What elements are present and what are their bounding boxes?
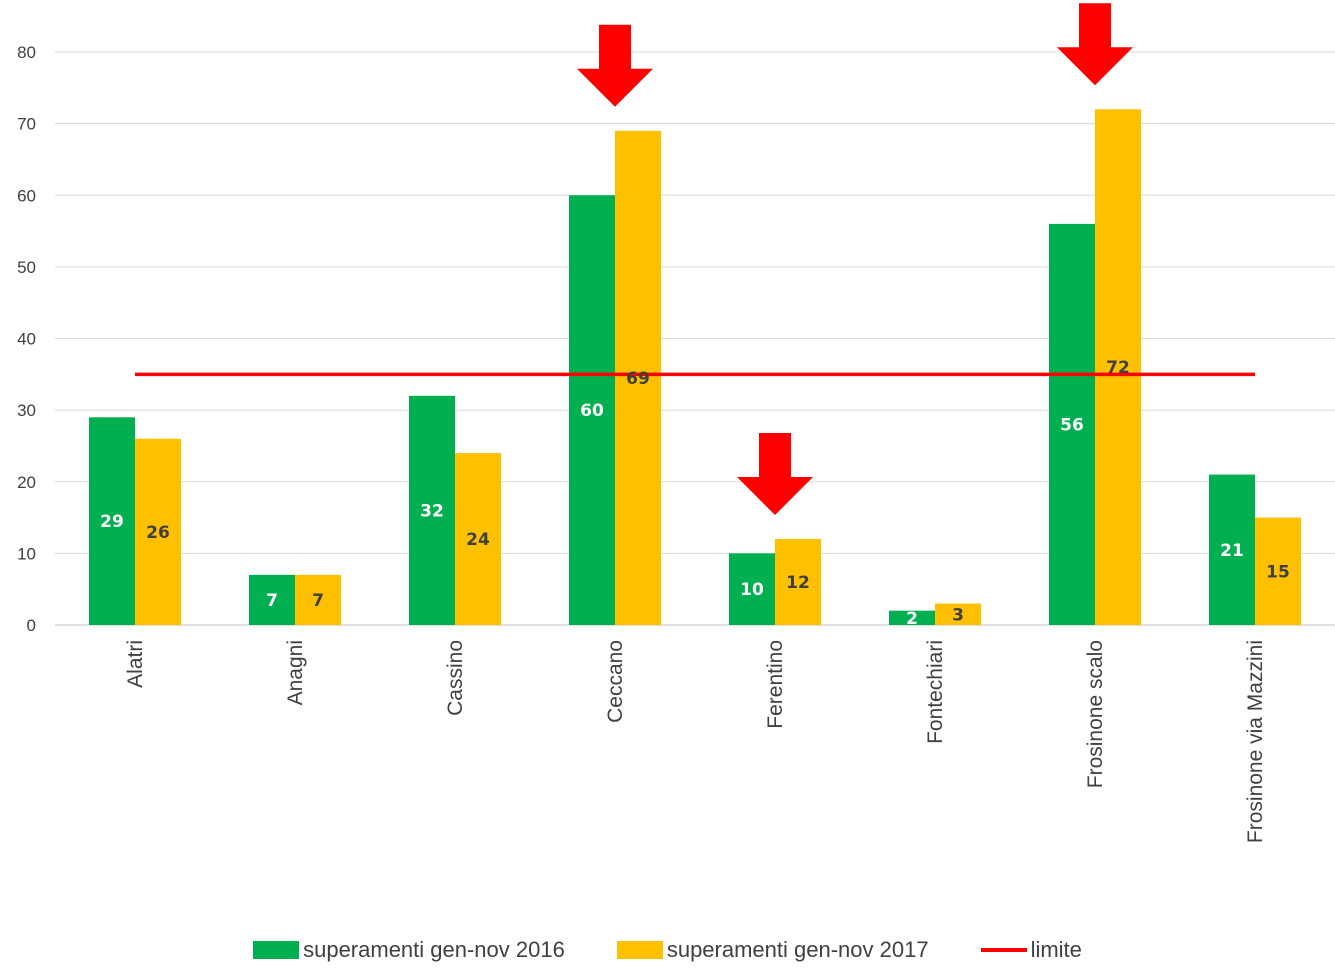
data-label-2016-anagni: 7 — [266, 591, 278, 611]
data-label-2017-alatri: 26 — [146, 523, 170, 543]
bar-2017-fontechiari — [935, 603, 981, 625]
y-tick-label-60: 60 — [17, 186, 36, 205]
category-label-fontechiari: Fontechiari — [924, 640, 947, 744]
data-label-2016-alatri: 29 — [100, 512, 124, 532]
legend: superamenti gen-nov 2016 superamenti gen… — [0, 932, 1335, 968]
bar-2016-alatri — [89, 417, 135, 625]
legend-swatch-2017 — [616, 941, 663, 959]
bar-2016-cassino — [409, 395, 455, 625]
down-arrow-icon-frosinone-scalo — [1057, 3, 1133, 86]
category-label-frosinone-via-mazzini: Frosinone via Mazzini — [1244, 640, 1267, 843]
legend-label-2016: superamenti gen-nov 2016 — [303, 937, 565, 962]
legend-label-limite: limite — [1030, 937, 1082, 962]
data-label-2017-fontechiari: 3 — [952, 605, 964, 625]
bar-2017-frosinone-scalo — [1095, 109, 1141, 626]
legend-label-2017: superamenti gen-nov 2017 — [666, 937, 929, 962]
bar-2017-ferentino — [775, 539, 821, 625]
data-label-2016-ceccano: 60 — [580, 401, 604, 421]
data-label-2016-ferentino: 10 — [740, 580, 764, 600]
data-label-2017-frosinone-scalo: 72 — [1106, 358, 1130, 378]
bar-2016-fontechiari — [889, 610, 935, 625]
category-label-alatri: Alatri — [124, 640, 147, 688]
y-tick-label-40: 40 — [17, 330, 36, 349]
bar-2016-ferentino — [729, 553, 775, 625]
category-label-cassino: Cassino — [444, 640, 467, 716]
data-label-2016-fontechiari: 2 — [906, 609, 918, 629]
category-label-ferentino: Ferentino — [764, 640, 787, 729]
data-label-2017-ceccano: 69 — [626, 369, 650, 389]
y-tick-label-10: 10 — [17, 544, 36, 563]
bar-chart-svg: 0 10 20 30 40 50 60 70 80 29 26 7 7 32 24 60 69 10 12 2 3 56… — [17, 3, 1335, 843]
bar-2017-frosinone-via-mazzini — [1255, 517, 1301, 625]
y-tick-label-80: 80 — [17, 43, 36, 62]
legend-item-limite: limite — [980, 937, 1082, 963]
legend-item-2016: superamenti gen-nov 2016 — [253, 937, 565, 963]
bar-2017-ceccano — [615, 130, 661, 625]
bar-2016-ceccano — [569, 195, 615, 625]
data-label-2017-frosinone-via-mazzini: 15 — [1266, 562, 1290, 582]
category-label-frosinone-scalo: Frosinone scalo — [1084, 640, 1107, 788]
data-label-2017-ferentino: 12 — [786, 573, 810, 593]
category-label-ceccano: Ceccano — [604, 640, 627, 723]
y-tick-label-20: 20 — [17, 473, 36, 492]
y-tick-label-50: 50 — [17, 258, 36, 277]
data-label-2017-cassino: 24 — [466, 530, 490, 550]
y-tick-label-30: 30 — [17, 401, 36, 420]
bar-2017-cassino — [455, 453, 501, 625]
bar-2016-anagni — [249, 574, 295, 625]
bar-2016-frosinone-via-mazzini — [1209, 474, 1255, 625]
down-arrow-icon-ferentino — [737, 433, 813, 516]
legend-swatch-2016 — [253, 941, 300, 959]
y-tick-label-0: 0 — [27, 616, 36, 635]
down-arrow-icon-ceccano — [577, 24, 653, 107]
data-label-2016-cassino: 32 — [420, 501, 444, 521]
legend-item-2017: superamenti gen-nov 2017 — [616, 937, 929, 963]
data-label-2016-frosinone-scalo: 56 — [1060, 415, 1084, 435]
category-label-anagni: Anagni — [284, 640, 307, 705]
bar-2016-frosinone-scalo — [1049, 223, 1095, 625]
data-label-2016-frosinone-via-mazzini: 21 — [1220, 541, 1244, 561]
legend-swatch-limite — [980, 948, 1027, 952]
data-label-2017-anagni: 7 — [312, 591, 324, 611]
bar-2017-anagni — [295, 574, 341, 625]
y-tick-label-70: 70 — [17, 115, 36, 134]
bar-2017-alatri — [135, 438, 181, 625]
